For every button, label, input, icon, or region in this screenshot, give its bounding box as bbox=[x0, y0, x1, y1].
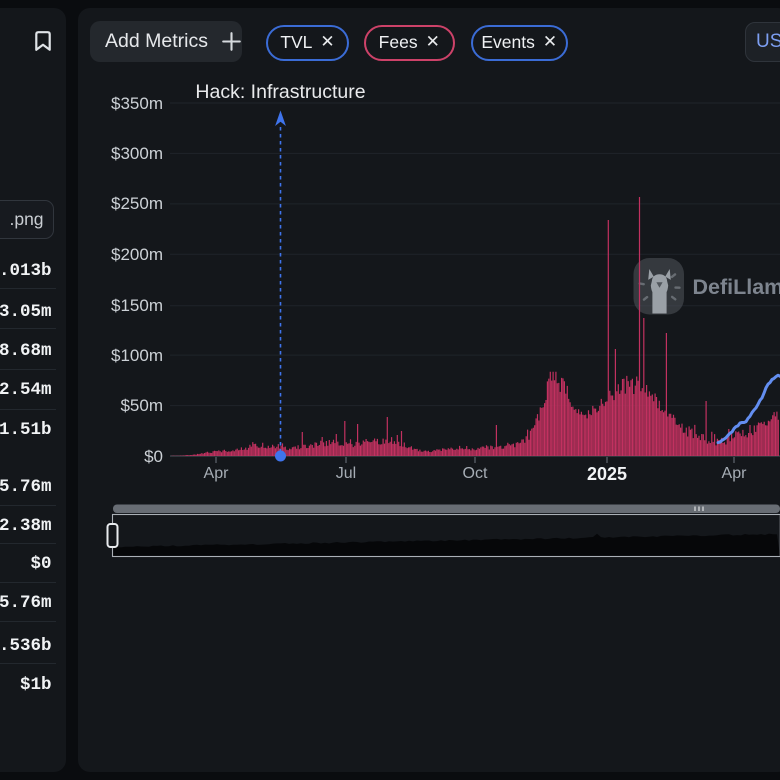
svg-text:DefiLlama: DefiLlama bbox=[693, 275, 780, 299]
